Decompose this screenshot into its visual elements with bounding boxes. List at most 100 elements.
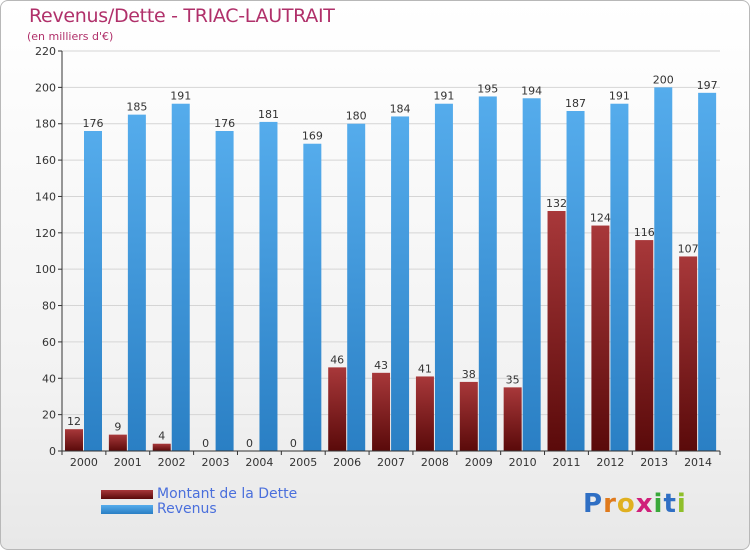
bar-revenue-2009 (478, 96, 497, 452)
data-label-debt-2009: 38 (462, 368, 476, 381)
x-tick-label: 2013 (640, 456, 668, 469)
data-label-debt-2004: 0 (246, 437, 253, 450)
bar-debt-2002 (152, 443, 171, 451)
gridlines (62, 50, 720, 416)
data-label-revenue-2006: 180 (346, 110, 367, 123)
y-tick-label: 0 (49, 445, 56, 458)
bar-revenue-2000 (84, 131, 102, 451)
bar-revenue-2004 (259, 121, 278, 451)
y-tick-label: 120 (35, 227, 56, 240)
data-label-revenue-2007: 184 (390, 102, 411, 115)
legend-swatch-debt (101, 490, 153, 499)
y-tick-label: 60 (42, 336, 56, 349)
y-tick-label: 200 (35, 81, 56, 94)
bar-debt-2012 (591, 225, 610, 451)
x-tick-label: 2003 (202, 456, 230, 469)
bar-revenue-2013 (654, 87, 673, 451)
data-label-revenue-2005: 169 (302, 130, 323, 143)
logo-letter: i (676, 489, 687, 519)
y-tick-label: 160 (35, 154, 56, 167)
bar-revenue-2012 (610, 103, 629, 452)
x-tick-label: 2011 (552, 456, 580, 469)
data-label-debt-2006: 46 (330, 353, 344, 366)
data-label-revenue-2014: 197 (697, 79, 718, 92)
bar-debt-2000 (65, 429, 83, 451)
y-tick-label: 80 (42, 300, 56, 313)
bar-debt-2013 (635, 240, 654, 451)
bar-revenue-2002 (171, 103, 190, 452)
data-label-revenue-2001: 185 (126, 101, 147, 114)
x-tick-label: 2014 (684, 456, 712, 469)
bar-revenue-2014 (698, 92, 717, 452)
data-label-revenue-2009: 195 (477, 82, 498, 95)
data-label-debt-2010: 35 (506, 373, 520, 386)
x-tick-label: 2005 (289, 456, 317, 469)
y-tick-label: 20 (42, 409, 56, 422)
data-label-debt-2002: 4 (158, 430, 165, 443)
chart-title: Revenus/Dette - TRIAC-LAUTRAIT (29, 5, 335, 27)
bar-debt-2011 (547, 211, 566, 451)
data-label-debt-2005: 0 (290, 437, 297, 450)
data-label-revenue-2012: 191 (609, 90, 630, 103)
data-label-revenue-2002: 191 (170, 90, 191, 103)
x-tick-label: 2012 (596, 456, 624, 469)
bar-debt-2006 (328, 367, 347, 451)
data-label-revenue-2008: 191 (433, 90, 454, 103)
y-tick-label: 100 (35, 263, 56, 276)
data-label-revenue-2004: 181 (258, 108, 279, 121)
bar-revenue-2001 (127, 114, 146, 452)
bar-revenue-2007 (391, 116, 410, 452)
bar-revenue-2003 (215, 131, 234, 451)
x-tick-label: 2006 (333, 456, 361, 469)
bars (65, 87, 717, 452)
bar-revenue-2011 (566, 111, 585, 451)
y-tick-label: 40 (42, 372, 56, 385)
data-label-debt-2007: 43 (374, 359, 388, 372)
data-label-debt-2003: 0 (202, 437, 209, 450)
x-tick-label: 2007 (377, 456, 405, 469)
logo-letter: P (583, 489, 604, 519)
x-tick-label: 2002 (158, 456, 186, 469)
x-tick-label: 2009 (465, 456, 493, 469)
bar-revenue-2005 (303, 143, 322, 451)
data-label-debt-2011: 132 (546, 197, 567, 210)
data-label-revenue-2013: 200 (653, 73, 674, 86)
x-tick-label: 2008 (421, 456, 449, 469)
bar-revenue-2008 (434, 103, 453, 452)
x-tick-label: 2004 (245, 456, 273, 469)
data-label-debt-2012: 124 (590, 212, 611, 225)
bar-debt-2009 (459, 381, 478, 451)
bar-debt-2014 (679, 256, 698, 451)
data-label-revenue-2003: 176 (214, 117, 235, 130)
logo-letter: x (635, 489, 654, 519)
data-label-debt-2000: 12 (67, 415, 81, 428)
data-label-debt-2013: 116 (634, 226, 655, 239)
logo-letter: i (653, 489, 664, 519)
data-labels: 12 176 9 185 4 191 0 176 0 181 0 169 46 180 43 184 41 191… (67, 73, 718, 450)
legend-swatch-revenue (101, 505, 153, 514)
logo-letter: r (603, 489, 617, 519)
bar-debt-2010 (503, 387, 522, 451)
y-tick-label: 140 (35, 190, 56, 203)
x-tick-label: 2001 (114, 456, 142, 469)
bar-debt-2001 (108, 434, 127, 451)
x-tick-label: 2010 (509, 456, 537, 469)
bar-debt-2008 (415, 376, 434, 451)
legend-label-debt: Montant de la Dette (157, 486, 298, 502)
y-tick-label: 220 (35, 45, 56, 58)
logo-letter: t (663, 489, 677, 519)
logo-letter: o (616, 489, 636, 519)
x-tick-label: 2000 (70, 456, 98, 469)
data-label-revenue-2011: 187 (565, 97, 586, 110)
y-tick-label: 180 (35, 118, 56, 131)
chart-subtitle: (en milliers d'€) (27, 30, 114, 43)
bar-revenue-2006 (347, 123, 366, 452)
legend-label-revenue: Revenus (157, 501, 217, 517)
bar-debt-2007 (372, 372, 391, 451)
data-label-debt-2008: 41 (418, 362, 432, 375)
proxiti-logo: Proxiti (583, 489, 687, 519)
data-label-debt-2001: 9 (114, 421, 121, 434)
